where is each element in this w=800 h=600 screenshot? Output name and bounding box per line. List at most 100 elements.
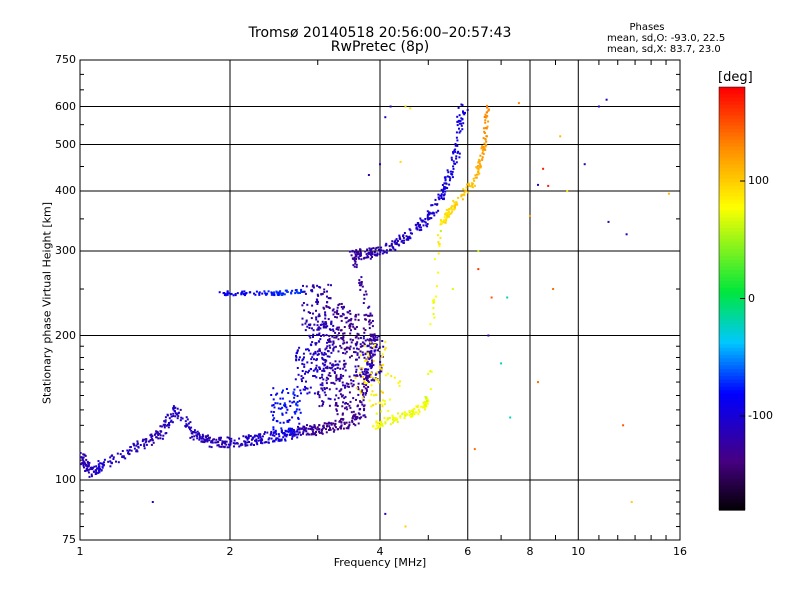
data-point-o-mode: [207, 437, 210, 439]
data-point-o-mode: [323, 363, 326, 366]
data-point-o-mode: [438, 197, 441, 200]
data-point-o-mode: [355, 266, 358, 269]
data-point-o-mode: [90, 473, 93, 476]
data-point-o-mode: [285, 411, 288, 414]
colorbar-band: [719, 228, 745, 233]
data-point-o-mode: [255, 441, 258, 444]
data-point-o-mode: [299, 411, 302, 414]
data-point-o-mode: [324, 321, 327, 324]
data-point-o-mode: [305, 319, 308, 322]
data-point-o-mode: [208, 445, 211, 448]
data-point-x-mode: [384, 340, 387, 343]
data-point-o-mode: [350, 382, 353, 385]
data-point-o-mode: [107, 460, 110, 463]
data-point-scattered: [490, 296, 493, 299]
data-point-o-mode: [368, 314, 371, 317]
data-point-x-mode: [389, 398, 391, 401]
data-point-o-mode: [246, 436, 248, 439]
data-point-o-mode: [200, 437, 203, 440]
colorbar-band: [719, 143, 745, 148]
data-point-o-mode: [362, 302, 365, 304]
data-point-x-mode: [485, 111, 488, 114]
data-point-o-mode: [255, 438, 258, 441]
data-point-o-mode: [327, 377, 330, 380]
data-point-o-mode: [377, 349, 379, 352]
data-point-o-mode: [328, 307, 331, 309]
data-point-x-mode: [378, 381, 380, 384]
data-point-x-mode: [398, 384, 401, 387]
data-point-o-mode: [362, 392, 365, 394]
data-point-o-mode: [301, 362, 304, 365]
data-point-o-mode: [90, 466, 93, 469]
data-point-o-mode: [308, 433, 310, 436]
data-point-o-mode: [376, 254, 378, 257]
data-point-o-mode: [85, 467, 88, 470]
data-point-o-mode: [441, 198, 444, 200]
data-point-o-mode: [350, 411, 353, 414]
data-point-o-mode: [98, 466, 101, 469]
data-point-o-mode: [450, 158, 453, 161]
data-point-o-mode: [327, 397, 330, 400]
data-point-o-mode: [312, 336, 314, 338]
data-point-x-mode: [482, 145, 485, 148]
data-point-o-mode: [398, 236, 401, 239]
data-point-x-mode: [424, 408, 427, 411]
data-point-o-mode: [228, 446, 231, 449]
data-point-o-mode: [210, 446, 213, 449]
data-point-x-mode: [429, 388, 432, 391]
data-point-o-mode: [456, 144, 459, 147]
data-point-x-mode: [409, 415, 412, 418]
data-point-o-mode: [360, 281, 363, 283]
data-point-x-mode: [414, 411, 417, 414]
data-point-o-mode: [132, 442, 135, 445]
data-point-o-mode: [321, 432, 324, 435]
colorbar-band: [719, 270, 745, 275]
data-point-scattered: [500, 362, 503, 365]
data-point-x-mode: [397, 412, 399, 415]
data-point-o-mode: [232, 294, 235, 297]
data-point-x-mode: [463, 194, 466, 197]
data-point-x-mode: [403, 411, 406, 414]
data-point-o-mode: [297, 428, 300, 431]
data-point-o-mode: [288, 419, 291, 421]
data-point-x-mode: [363, 382, 366, 385]
data-point-o-mode: [440, 195, 443, 197]
data-point-o-mode: [283, 404, 285, 407]
data-point-o-mode: [110, 454, 113, 457]
data-point-o-mode: [247, 436, 250, 439]
data-point-o-mode: [301, 304, 304, 307]
data-point-x-mode: [420, 405, 423, 408]
data-point-o-mode: [458, 152, 461, 155]
data-point-o-mode: [167, 423, 169, 426]
data-point-o-mode: [337, 313, 340, 315]
data-point-o-mode: [443, 182, 446, 185]
data-point-o-mode: [327, 318, 330, 321]
data-point-o-mode: [318, 348, 321, 351]
data-point-o-mode: [322, 378, 325, 381]
data-point-o-mode: [365, 253, 368, 256]
data-point-o-mode: [332, 381, 335, 384]
data-point-o-mode: [363, 409, 365, 412]
data-point-o-mode: [277, 294, 280, 296]
data-point-o-mode: [301, 323, 304, 326]
data-point-o-mode: [405, 238, 408, 241]
data-point-o-mode: [312, 312, 314, 315]
data-point-scattered: [477, 250, 480, 252]
data-point-o-mode: [234, 293, 237, 295]
data-point-o-mode: [364, 373, 366, 376]
data-point-o-mode: [355, 249, 358, 252]
data-point-x-mode: [487, 108, 490, 111]
data-point-o-mode: [333, 311, 336, 314]
data-point-o-mode: [370, 247, 373, 250]
data-point-o-mode: [309, 343, 312, 346]
data-point-o-mode: [293, 411, 296, 414]
data-point-o-mode: [353, 265, 356, 268]
data-point-o-mode: [311, 327, 313, 330]
data-point-o-mode: [348, 327, 351, 330]
data-point-x-mode: [453, 208, 456, 211]
data-point-o-mode: [103, 458, 106, 461]
data-point-x-mode: [366, 382, 369, 385]
data-point-o-mode: [101, 463, 104, 466]
data-point-o-mode: [340, 377, 343, 380]
data-point-x-mode: [476, 173, 478, 176]
